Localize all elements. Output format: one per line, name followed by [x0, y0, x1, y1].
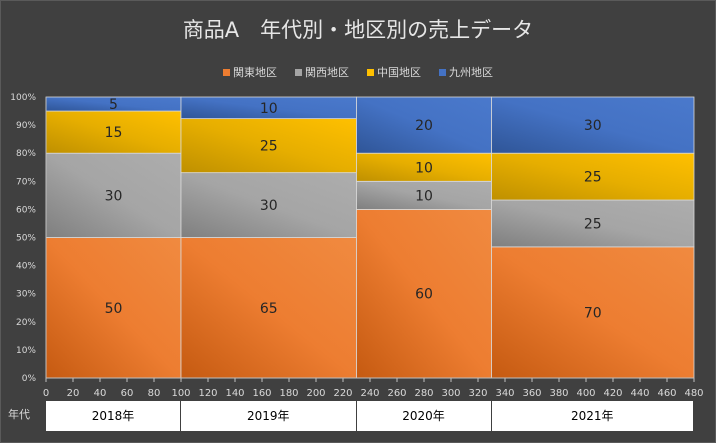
y-tick-label: 10% — [16, 346, 36, 356]
legend-swatch-kyushu — [439, 68, 446, 76]
y-tick-label: 20% — [16, 318, 36, 328]
category-label-3: 2020年 — [357, 401, 492, 431]
x-tick-label: 220 — [333, 388, 352, 399]
legend-label-kanto: 関東地区 — [233, 66, 277, 79]
data-label-kansai-4: 25 — [584, 216, 602, 232]
data-label-kyushu-1: 5 — [109, 97, 118, 113]
category-label-4: 2021年 — [492, 401, 694, 431]
x-tick-label: 180 — [279, 388, 298, 399]
data-label-kansai-1: 30 — [105, 188, 123, 204]
bar-segment-kanto-3 — [356, 208, 492, 379]
bar-segment-kansai-2 — [180, 172, 357, 238]
legend-item-kansai: 関西地区 — [295, 64, 349, 80]
bar-segment-kanto-4 — [491, 246, 695, 379]
chart-title: 商品A 年代別・地区別の売上データ — [182, 18, 534, 42]
x-tick-label: 480 — [684, 388, 703, 399]
x-tick-label: 380 — [549, 388, 568, 399]
legend-swatch-chugoku — [367, 68, 374, 76]
category-label-1: 2018年 — [46, 401, 181, 431]
data-label-kyushu-2: 10 — [260, 101, 278, 117]
x-tick-label: 40 — [94, 388, 107, 399]
data-label-chugoku-1: 15 — [105, 125, 123, 141]
bar-segment-chugoku-3 — [356, 152, 492, 182]
data-label-kanto-3: 60 — [415, 287, 433, 303]
data-label-kansai-3: 10 — [415, 188, 433, 204]
y-tick-label: 0% — [22, 374, 37, 384]
x-tick-label: 60 — [121, 388, 134, 399]
data-label-kanto-1: 50 — [105, 301, 123, 317]
data-label-kanto-2: 65 — [260, 301, 278, 317]
x-tick-label: 260 — [387, 388, 406, 399]
data-label-chugoku-4: 25 — [584, 170, 602, 186]
legend-label-kyushu: 九州地区 — [449, 66, 493, 79]
legend: 関東地区 関西地区 中国地区 九州地区 — [0, 64, 716, 80]
x-tick-label: 340 — [495, 388, 514, 399]
x-tick-label: 160 — [252, 388, 271, 399]
data-label-kyushu-4: 30 — [584, 118, 602, 134]
legend-item-kanto: 関東地区 — [223, 64, 277, 80]
y-tick-label: 50% — [16, 234, 36, 244]
x-tick-label: 200 — [306, 388, 325, 399]
legend-swatch-kanto — [223, 68, 230, 76]
data-label-chugoku-3: 10 — [415, 160, 433, 176]
category-table: 2018年 2019年 2020年 2021年 — [46, 401, 694, 431]
x-tick-label: 360 — [522, 388, 541, 399]
data-label-chugoku-2: 25 — [260, 139, 278, 155]
data-label-kyushu-3: 20 — [415, 118, 433, 134]
y-tick-label: 80% — [16, 149, 36, 159]
y-tick-label: 90% — [16, 121, 36, 131]
x-tick-label: 420 — [603, 388, 622, 399]
legend-label-chugoku: 中国地区 — [377, 66, 421, 79]
x-tick-label: 80 — [148, 388, 161, 399]
y-tick-label: 40% — [16, 262, 36, 272]
x-tick-label: 280 — [414, 388, 433, 399]
legend-item-kyushu: 九州地区 — [439, 64, 493, 80]
bar-segment-kyushu-4 — [491, 96, 695, 154]
legend-item-chugoku: 中国地区 — [367, 64, 421, 80]
x-tick-label: 460 — [657, 388, 676, 399]
x-tick-label: 0 — [43, 388, 49, 399]
bar-segment-chugoku-4 — [491, 152, 695, 201]
legend-swatch-kansai — [295, 68, 302, 76]
data-label-kanto-4: 70 — [584, 305, 602, 321]
bar-segment-kansai-4 — [491, 199, 695, 248]
x-tick-label: 140 — [225, 388, 244, 399]
category-label-2: 2019年 — [181, 401, 357, 431]
y-tick-label: 100% — [10, 93, 36, 103]
x-tick-label: 100 — [171, 388, 190, 399]
y-tick-label: 60% — [16, 205, 36, 215]
x-tick-label: 440 — [630, 388, 649, 399]
x-tick-label: 120 — [198, 388, 217, 399]
x-axis-caption: 年代 — [8, 408, 30, 421]
x-tick-label: 400 — [576, 388, 595, 399]
bar-segment-kyushu-3 — [356, 96, 492, 154]
x-tick-label: 320 — [468, 388, 487, 399]
data-label-kansai-2: 30 — [260, 198, 278, 214]
bar-segment-kansai-1 — [45, 152, 182, 238]
legend-label-kansai: 関西地区 — [305, 66, 349, 79]
x-tick-label: 300 — [441, 388, 460, 399]
x-tick-label: 20 — [67, 388, 80, 399]
x-tick-label: 240 — [360, 388, 379, 399]
y-tick-label: 70% — [16, 177, 36, 187]
y-tick-label: 30% — [16, 290, 36, 300]
bar-segment-kansai-3 — [356, 180, 492, 210]
